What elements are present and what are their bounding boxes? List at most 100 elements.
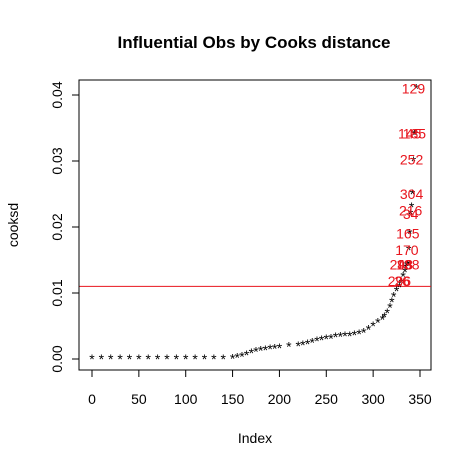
data-point: * xyxy=(370,318,376,334)
point-annotation: 170 xyxy=(395,242,419,258)
point-annotation: 296 xyxy=(388,273,412,289)
data-point: * xyxy=(277,340,283,356)
data-point: * xyxy=(272,340,278,356)
data-point: * xyxy=(380,311,386,327)
data-point: * xyxy=(146,351,152,367)
data-points: * * * * * * * * * * * * * * * * * * * * * * * * * * * * * * * * * * * * * * * *… xyxy=(89,80,419,367)
data-point: * xyxy=(220,351,226,367)
y-tick-label: 0.00 xyxy=(49,345,65,372)
data-point: * xyxy=(411,153,417,169)
data-point: * xyxy=(375,315,381,331)
data-point: * xyxy=(155,351,161,367)
data-point: * xyxy=(410,186,416,202)
data-point: * xyxy=(300,337,306,353)
point-annotation: 216 xyxy=(399,203,423,219)
data-point: * xyxy=(397,279,403,295)
y-tick-label: 0.02 xyxy=(49,213,65,240)
data-point: * xyxy=(305,336,311,352)
data-point: * xyxy=(366,321,372,337)
data-point: * xyxy=(319,332,325,348)
point-annotation: 304 xyxy=(400,186,424,202)
data-point: * xyxy=(413,127,419,143)
data-point: * xyxy=(164,351,170,367)
point-annotation: 248 xyxy=(390,257,414,273)
data-point: * xyxy=(342,328,348,344)
data-point: * xyxy=(347,328,353,344)
data-point: * xyxy=(249,345,255,361)
y-axis: 0.00 0.01 0.02 0.03 0.04 xyxy=(49,81,80,373)
data-point: * xyxy=(387,300,393,316)
y-tick-label: 0.01 xyxy=(49,279,65,306)
point-annotation: 252 xyxy=(400,152,424,168)
data-point: * xyxy=(253,344,259,360)
data-point: * xyxy=(192,351,198,367)
y-tick-label: 0.03 xyxy=(49,147,65,174)
data-point: * xyxy=(403,260,409,276)
data-point: * xyxy=(408,206,414,222)
chart-title: Influential Obs by Cooks distance xyxy=(118,33,391,52)
point-annotation: 138 xyxy=(396,257,420,273)
data-point: * xyxy=(406,242,412,258)
data-point: * xyxy=(310,335,316,351)
data-point: * xyxy=(352,327,358,343)
data-point: * xyxy=(384,305,390,321)
data-point: * xyxy=(333,329,339,345)
x-tick-label: 250 xyxy=(315,391,339,407)
x-tick-label: 300 xyxy=(361,391,385,407)
point-annotation: 129 xyxy=(402,80,426,96)
data-point: * xyxy=(295,338,301,354)
data-point: * xyxy=(402,264,408,280)
data-point: * xyxy=(202,351,208,367)
point-annotation: 98 xyxy=(397,257,413,273)
data-point: * xyxy=(117,351,123,367)
data-point: * xyxy=(235,350,241,366)
data-point: * xyxy=(324,331,330,347)
data-point: * xyxy=(314,333,320,349)
data-point: * xyxy=(399,275,405,291)
x-tick-label: 0 xyxy=(88,391,96,407)
x-tick-label: 50 xyxy=(131,391,147,407)
data-point: * xyxy=(400,269,406,285)
data-point: * xyxy=(136,351,142,367)
data-point: * xyxy=(174,351,180,367)
y-axis-label: cooksd xyxy=(5,203,21,247)
point-annotation: 145 xyxy=(398,125,422,141)
data-point: * xyxy=(412,127,418,143)
data-point: * xyxy=(394,283,400,299)
data-point: * xyxy=(328,331,334,347)
data-point: * xyxy=(404,257,410,273)
x-tick-label: 100 xyxy=(174,391,198,407)
x-axis-label: Index xyxy=(238,430,272,446)
data-point: * xyxy=(267,341,273,357)
data-point: * xyxy=(230,350,236,366)
data-point: * xyxy=(407,226,413,242)
point-annotation: 26 xyxy=(394,273,410,289)
data-point: * xyxy=(183,351,189,367)
data-point: * xyxy=(263,342,269,358)
data-point: * xyxy=(258,342,264,358)
data-point: * xyxy=(361,325,367,341)
data-point: * xyxy=(414,80,420,96)
data-point: * xyxy=(108,351,114,367)
data-point: * xyxy=(356,326,362,342)
x-tick-label: 350 xyxy=(408,391,432,407)
data-point: * xyxy=(89,351,95,367)
point-annotation: 165 xyxy=(396,226,420,242)
data-point: * xyxy=(127,351,133,367)
x-tick-label: 200 xyxy=(268,391,292,407)
point-annotation: 34 xyxy=(403,206,419,222)
data-point: * xyxy=(338,329,344,345)
data-point: * xyxy=(239,348,245,364)
point-annotation: 185 xyxy=(403,125,427,141)
data-point: * xyxy=(286,338,292,354)
x-tick-label: 150 xyxy=(221,391,245,407)
data-point: * xyxy=(405,257,411,273)
data-point: * xyxy=(382,309,388,325)
data-point: * xyxy=(391,288,397,304)
data-point: * xyxy=(389,294,395,310)
data-point: * xyxy=(244,347,250,363)
data-point: * xyxy=(211,351,217,367)
data-point: * xyxy=(99,351,105,367)
